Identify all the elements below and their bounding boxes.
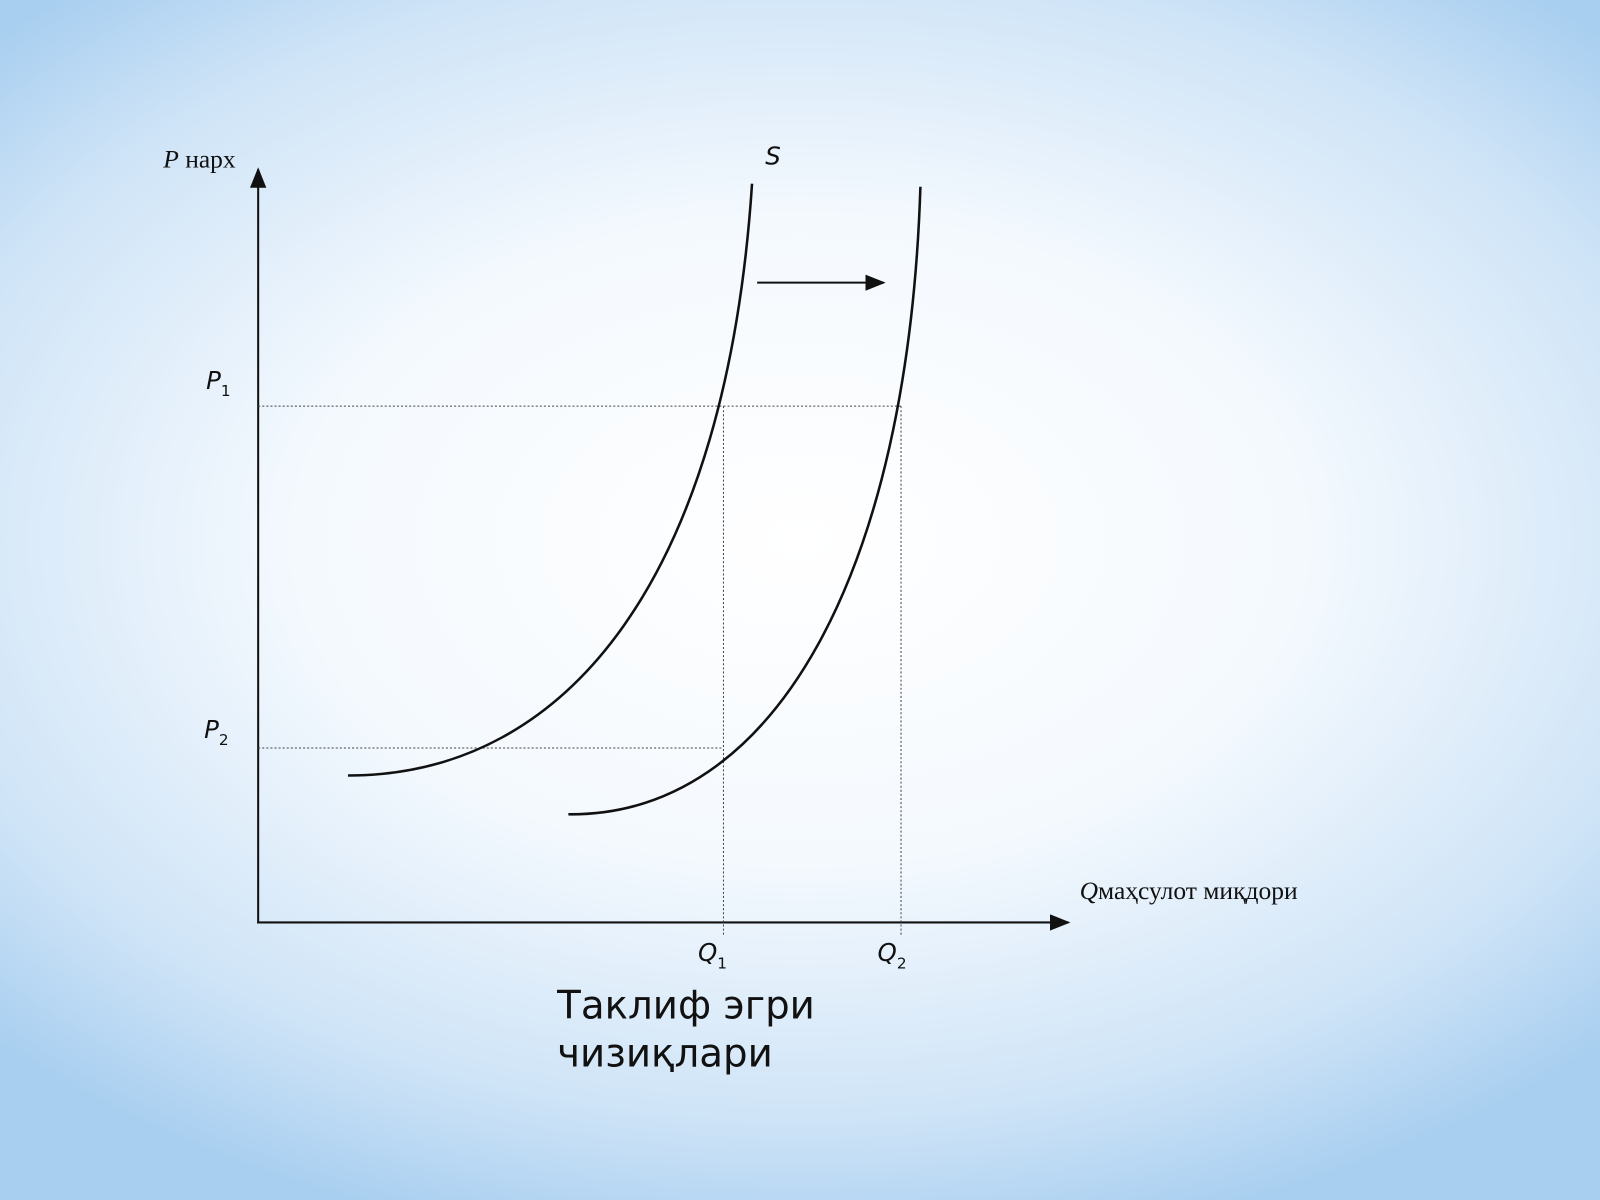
q1-sub: 1 [717,954,727,972]
caption-line: чизиқлари [557,1031,773,1076]
supply-curve-1 [347,183,754,777]
p1-label: P1 [206,366,231,400]
p1-sub: 1 [221,382,231,400]
x-axis-symbol: Q [1080,876,1098,905]
x-axis-label: Qмаҳсулот миқдори [1080,876,1298,905]
supply-curve-2 [568,186,922,816]
p2-label: P2 [204,715,229,749]
q2-symbol: Q [878,938,897,967]
y-axis-word: нарх [185,144,236,173]
q2-label: Q2 [878,938,907,972]
y-axis-label: P нарх [162,144,236,173]
q1-label: Q1 [698,938,727,972]
p2-symbol: P [204,715,219,744]
curve-label: S [765,141,781,170]
caption-line: Таклиф эгри [556,983,815,1028]
y-axis-symbol: P [162,144,179,173]
q1-symbol: Q [698,938,717,967]
p1-symbol: P [206,366,221,395]
x-axis-word: маҳсулот миқдори [1098,876,1298,905]
p2-sub: 2 [219,731,229,749]
q2-sub: 2 [897,954,907,972]
